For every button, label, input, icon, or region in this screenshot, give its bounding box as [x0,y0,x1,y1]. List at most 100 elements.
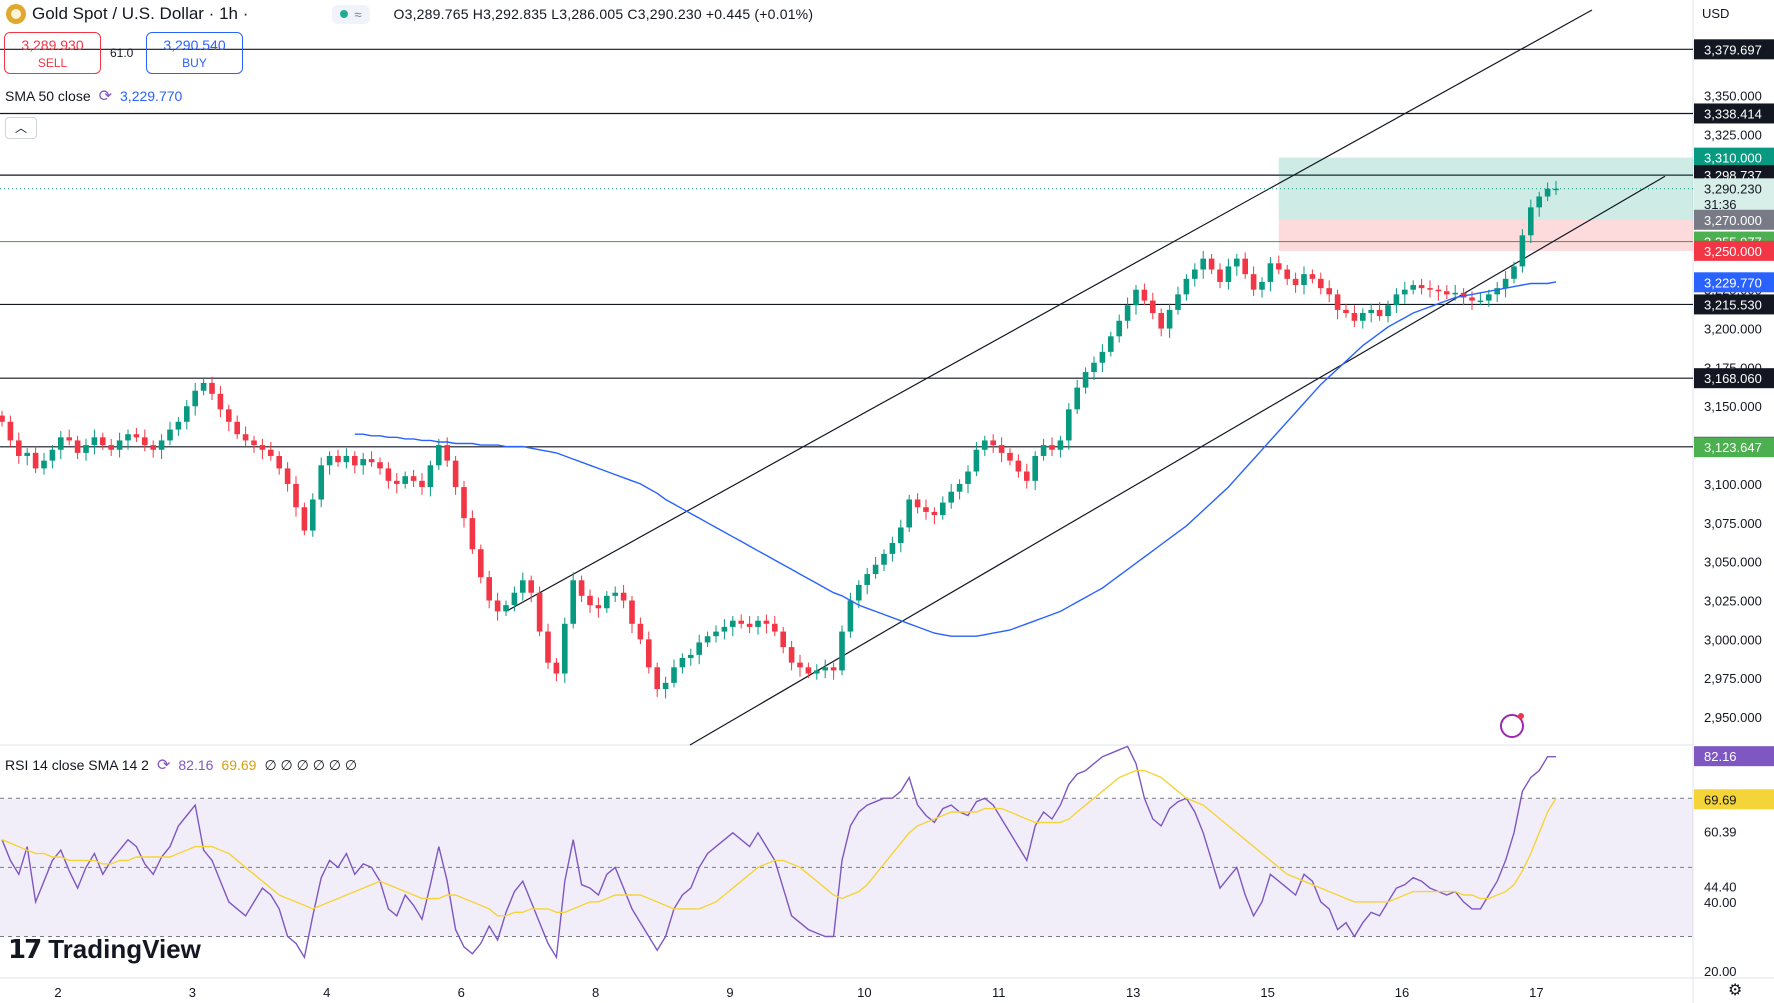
buy-label: BUY [182,56,207,70]
candle-body [1276,263,1282,270]
flash-alert-icon[interactable] [1500,714,1524,738]
candle-body [200,382,207,391]
candle-body [1108,336,1114,352]
candle-body [923,507,929,512]
candle-body [1250,274,1257,290]
symbol-title[interactable]: Gold Spot / U.S. Dollar · 1h · [32,4,249,23]
candle-body [58,437,64,450]
rsi-extra-values: ∅ ∅ ∅ ∅ ∅ ∅ [264,756,358,773]
candle-body [1292,278,1299,286]
candle-body [1049,445,1055,450]
candle-body [931,511,938,516]
candle-body [234,421,240,435]
candle-body [738,620,744,624]
price-tag-label: 3,168.060 [1704,371,1762,386]
time-tick-label: 2 [54,985,61,1000]
sell-price: 3,289.930 [21,37,84,53]
candle-body [343,455,350,463]
candle-body [1150,300,1156,314]
sma-legend[interactable]: SMA 50 close ⟳ 3,229.770 [5,86,182,106]
refresh-icon[interactable]: ⟳ [98,88,113,105]
candle-body [1511,266,1517,279]
candle-body [1536,196,1542,208]
candle-body [377,462,383,469]
candle-body [209,382,215,394]
candle-body [503,605,509,612]
sell-button[interactable]: 3,289.930 SELL [4,32,101,74]
rsi-value: 82.16 [178,757,214,773]
rsi-tag-label: 69.69 [1704,792,1737,807]
tradingview-logo[interactable]: 𝟭𝟳 TradingView [8,934,201,965]
candle-body [226,409,232,422]
candle-body [1452,292,1458,295]
price-tick-label: 3,025.000 [1704,593,1762,608]
price-tag-bg [1694,209,1774,230]
candle-body [1385,305,1391,317]
tradingview-mark-icon: 𝟭𝟳 [8,934,42,964]
price-tag-label: 3,310.000 [1704,151,1762,166]
candle-body [16,440,22,456]
candle-body [108,445,114,450]
stop-zone [1278,219,1693,251]
candle-body [1208,258,1215,270]
wave-icon: ≈ [354,6,362,22]
refresh-icon[interactable]: ⟳ [156,757,171,774]
rsi-legend[interactable]: RSI 14 close SMA 14 2 ⟳ 82.16 69.69 ∅ ∅ … [5,755,357,775]
candle-body [788,647,795,663]
candle-body [713,631,719,637]
candle-body [1284,269,1290,279]
settings-icon[interactable]: ⚙ [1728,982,1743,999]
candle-body [780,631,786,648]
candle-body [704,636,711,643]
candle-body [1066,409,1072,441]
candle-body [511,592,518,606]
candle-body [158,440,165,450]
candle-body [242,434,249,441]
candle-body [150,445,156,450]
time-tick-label: 8 [592,985,599,1000]
candle-body [1175,294,1181,310]
time-tick-label: 17 [1529,985,1543,1000]
rsi-sma-line [1,769,1557,917]
candle-body [1057,440,1064,450]
candle-body [696,642,702,655]
candle-body [755,620,761,627]
buy-button[interactable]: 3,290.540 BUY [146,32,243,74]
buy-price: 3,290.540 [163,37,226,53]
candle-body [469,518,476,550]
price-tag-bg [1694,437,1774,458]
candle-body [637,623,644,640]
candle-body [1116,320,1122,337]
candle-body [167,429,173,441]
candle-body [133,434,140,438]
candle-body [763,620,770,624]
time-tick-label: 15 [1260,985,1274,1000]
candle-body [940,502,946,516]
price-tag-bg [1694,272,1774,293]
candle-body [1528,207,1534,236]
candle-body [881,553,887,565]
candle-body [1444,291,1450,295]
candle-body [1141,289,1148,301]
candle-body [360,459,366,466]
market-status-pill[interactable]: ≈ [332,4,370,24]
candle-body [595,605,602,609]
collapse-legend-button[interactable]: ︿ [5,117,37,139]
rsi-tag-label: 40.00 [1704,895,1737,910]
rsi-tag-label: 44.40 [1704,880,1737,895]
candle-body [1368,309,1374,314]
price-tag-label: 3,229.770 [1704,275,1762,290]
currency-label[interactable]: USD [1702,6,1730,21]
candle-body [914,499,921,508]
candle-body [1133,289,1139,306]
price-tag-label: 3,270.000 [1704,213,1762,228]
candle-body [1553,188,1559,191]
price-tick-label: 3,075.000 [1704,516,1762,531]
rsi-tag-bg [1694,789,1774,810]
candle-body [1099,351,1106,363]
candle-body [646,639,652,668]
candle-body [772,623,778,632]
candle-body [32,452,39,469]
gold-coin-icon [6,4,26,24]
